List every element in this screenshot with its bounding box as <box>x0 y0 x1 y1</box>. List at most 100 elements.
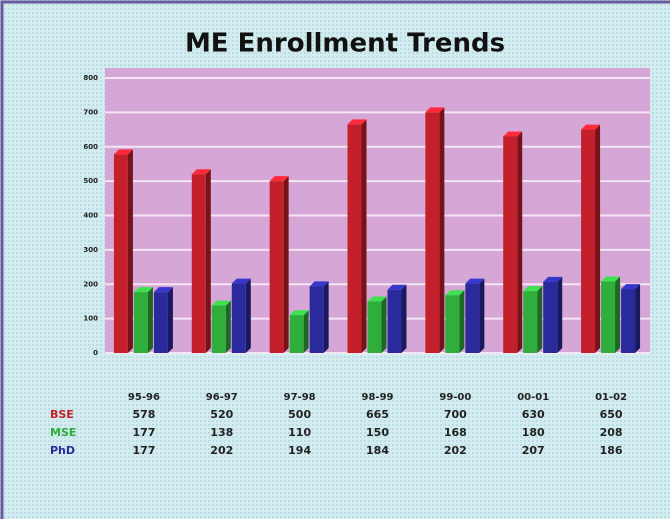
bar <box>289 315 304 353</box>
bar-side <box>537 286 543 353</box>
y-tick-label: 500 <box>83 177 98 185</box>
bar-top <box>465 278 485 284</box>
table-value: 177 <box>132 444 155 457</box>
bar-top <box>133 287 153 293</box>
bar-top <box>191 169 211 175</box>
legend-label: PhD <box>50 444 75 457</box>
table-value: 500 <box>288 408 311 421</box>
y-tick-label: 200 <box>83 280 98 288</box>
table-value: 665 <box>366 408 389 421</box>
y-tick-label: 800 <box>83 74 98 82</box>
category-label: 00-01 <box>517 392 549 403</box>
bar-top <box>231 278 251 284</box>
table-value: 208 <box>600 426 623 439</box>
bar <box>347 124 362 353</box>
category-label: 98-99 <box>362 392 394 403</box>
legend-label: MSE <box>50 426 76 439</box>
bar-side <box>479 278 485 353</box>
chart-title: ME Enrollment Trends <box>185 29 505 59</box>
bar <box>133 292 148 353</box>
bar-top <box>309 281 329 287</box>
table-value: 184 <box>366 444 389 457</box>
table-value: 177 <box>132 426 155 439</box>
bar-top <box>269 176 289 182</box>
bar <box>113 154 128 353</box>
y-tick-label: 600 <box>83 143 98 151</box>
bar-top <box>289 310 309 316</box>
category-label: 01-02 <box>595 392 627 403</box>
bar-side <box>401 284 407 353</box>
bar-side <box>381 296 387 353</box>
bar-top <box>621 284 641 290</box>
table-value: 168 <box>444 426 467 439</box>
table-value: 110 <box>288 426 311 439</box>
table-value: 630 <box>522 408 545 421</box>
y-tick-label: 700 <box>83 108 98 116</box>
category-label: 95-96 <box>128 392 160 403</box>
bar <box>387 289 402 353</box>
bar-side <box>439 107 445 353</box>
bar-side <box>517 131 523 353</box>
bar-top <box>445 290 465 296</box>
bar <box>601 281 616 353</box>
bar-side <box>459 290 465 353</box>
y-tick-label: 300 <box>83 246 98 254</box>
bar <box>581 129 596 353</box>
bar <box>523 291 538 353</box>
legend-label: BSE <box>50 408 74 421</box>
bar-top <box>601 276 621 282</box>
table-value: 194 <box>288 444 311 457</box>
bar-top <box>503 131 523 137</box>
bar-side <box>595 124 601 353</box>
bar-side <box>205 169 211 353</box>
bar <box>465 283 480 353</box>
bar-top <box>387 284 407 290</box>
bar-top <box>153 287 173 293</box>
bar-top <box>211 300 231 306</box>
table-value: 186 <box>600 444 623 457</box>
bar-top <box>581 124 601 130</box>
y-tick-label: 0 <box>93 349 98 357</box>
bar-top <box>543 276 563 282</box>
bar-side <box>635 284 641 353</box>
bar-side <box>147 287 153 353</box>
bar <box>231 283 246 353</box>
bar-top <box>113 149 133 155</box>
bar <box>425 112 440 353</box>
y-tick-label: 100 <box>83 315 98 323</box>
table-value: 207 <box>522 444 545 457</box>
bar <box>503 136 518 353</box>
bar-side <box>283 176 289 353</box>
bar <box>211 305 226 353</box>
table-value: 650 <box>600 408 623 421</box>
bar-top <box>367 296 387 302</box>
bar <box>367 301 382 353</box>
table-value: 700 <box>444 408 467 421</box>
bar-side <box>225 300 231 353</box>
bar-side <box>127 149 133 353</box>
table-value: 202 <box>444 444 467 457</box>
table-value: 520 <box>210 408 233 421</box>
y-tick-label: 400 <box>83 212 98 220</box>
bar <box>153 292 168 353</box>
bar <box>621 289 636 353</box>
table-value: 578 <box>132 408 155 421</box>
bar-side <box>303 310 309 353</box>
bar-top <box>347 119 367 125</box>
bar-side <box>557 276 563 353</box>
bar <box>191 174 206 353</box>
category-label: 99-00 <box>439 392 471 403</box>
bar-side <box>167 287 173 353</box>
bar-side <box>361 119 367 353</box>
bar-side <box>245 278 251 353</box>
category-label: 96-97 <box>206 392 238 403</box>
bar <box>269 181 284 353</box>
bar-top <box>523 286 543 292</box>
table-value: 150 <box>366 426 389 439</box>
table-value: 202 <box>210 444 233 457</box>
bar-top <box>425 107 445 113</box>
bar <box>309 286 324 353</box>
bar <box>543 281 558 353</box>
